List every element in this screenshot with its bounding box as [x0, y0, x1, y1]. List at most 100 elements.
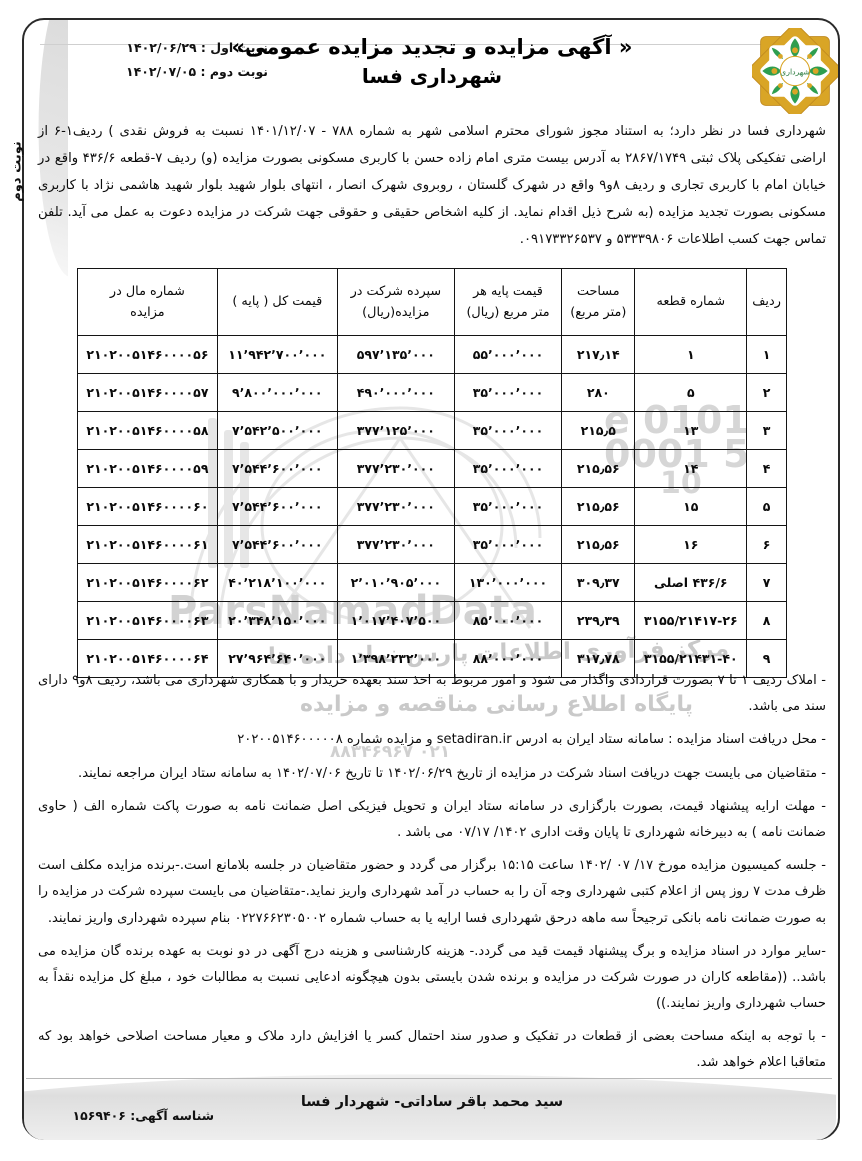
- cell-area: ۲۱۵٫۵۶: [561, 449, 636, 488]
- cell-area: ۲۸۰: [561, 373, 636, 412]
- cell-plot-no: ۴۳۶/۶ اصلی: [634, 563, 748, 602]
- cell-area: ۳۱۷٫۷۸: [561, 639, 636, 678]
- col-header-unit-price-line2: متر مربع (ریال): [466, 305, 550, 320]
- cell-unit-price: ۳۵٬۰۰۰٬۰۰۰: [453, 487, 563, 526]
- auction-table-head: ردیف شماره قطعه مساحت (متر مربع) قیمت پا…: [77, 268, 787, 336]
- cell-unit-price: ۸۸٬۰۰۰٬۰۰۰: [453, 639, 563, 678]
- cell-row-no: ۶: [746, 525, 787, 564]
- intro-paragraph: شهرداری فسا در نظر دارد؛ به استناد مجوز …: [38, 124, 826, 248]
- cell-row-no: ۳: [746, 411, 787, 450]
- note-item: - محل دریافت اسناد مزایده : سامانه ستاد …: [237, 732, 826, 748]
- side-round-tab: نوبت دوم: [2, 96, 32, 246]
- col-header-asset-no-line1: شماره مال در: [109, 283, 185, 299]
- cell-unit-price: ۳۵٬۰۰۰٬۰۰۰: [453, 449, 563, 488]
- cell-row-no: ۹: [746, 639, 787, 678]
- cell-unit-price: ۳۵٬۰۰۰٬۰۰۰: [453, 373, 563, 412]
- table-row: ۱ ۱ ۲۱۷٫۱۴ ۵۵٬۰۰۰٬۰۰۰ ۵۹۷٬۱۳۵٬۰۰۰ ۱۱٬۹۴۲٬۷۰۰٬…: [77, 335, 787, 374]
- cell-deposit: ۲٬۰۱۰٬۹۰۵٬۰۰۰: [336, 563, 455, 602]
- notice-rounds: نوبت اول : ۱۴۰۲/۰۶/۲۹ نوبت دوم : ۱۴۰۲/۰۷…: [126, 36, 268, 85]
- table-row: ۹ ۳۱۵۵/۲۱۴۳۱-۴۰ ۳۱۷٫۷۸ ۸۸٬۰۰۰٬۰۰۰ ۱٬۳۹۸٬۲۳۲٬…: [77, 639, 787, 678]
- cell-plot-no: ۱۴: [634, 449, 748, 488]
- col-header-row-no: ردیف: [746, 268, 787, 336]
- cell-total-price: ۹٬۸۰۰٬۰۰۰٬۰۰۰: [216, 373, 338, 412]
- cell-asset-no: ۲۱۰۲۰۰۵۱۴۶۰۰۰۰۶۱: [77, 525, 218, 564]
- col-header-area-line2: (متر مربع): [570, 305, 627, 320]
- cell-plot-no: ۳۱۵۵/۲۱۴۱۷-۲۶: [634, 601, 748, 640]
- cell-row-no: ۸: [746, 601, 787, 640]
- side-round-tab-label: نوبت دوم: [9, 140, 25, 202]
- cell-plot-no: ۱۳: [634, 411, 748, 450]
- footer-divider: [26, 1078, 832, 1079]
- cell-unit-price: ۸۵٬۰۰۰٬۰۰۰: [453, 601, 563, 640]
- col-header-deposit: سپرده شرکت در مزایده(ریال): [336, 268, 455, 336]
- notice-round-two: نوبت دوم : ۱۴۰۲/۰۷/۰۵: [125, 64, 268, 80]
- cell-deposit: ۳۷۷٬۲۳۰٬۰۰۰: [336, 449, 455, 488]
- cell-unit-price: ۳۵٬۰۰۰٬۰۰۰: [453, 411, 563, 450]
- page-title-line2: شهرداری فسا: [361, 64, 503, 89]
- logo-caption-text: شهرداری: [780, 67, 810, 76]
- note-item: -سایر موارد در اسناد مزایده و برگ پیشنها…: [38, 943, 826, 1012]
- cell-asset-no: ۲۱۰۲۰۰۵۱۴۶۰۰۰۰۵۷: [77, 373, 218, 412]
- col-header-deposit-line1: سپرده شرکت در: [350, 283, 442, 299]
- cell-plot-no: ۱۶: [634, 525, 748, 564]
- cell-area: ۳۰۹٫۳۷: [561, 563, 636, 602]
- cell-asset-no: ۲۱۰۲۰۰۵۱۴۶۰۰۰۰۵۸: [77, 411, 218, 450]
- cell-total-price: ۷٬۵۴۴٬۶۰۰٬۰۰۰: [216, 449, 338, 488]
- table-row: ۷ ۴۳۶/۶ اصلی ۳۰۹٫۳۷ ۱۳۰٬۰۰۰٬۰۰۰ ۲٬۰۱۰٬۹۰۵٬۰۰…: [77, 563, 787, 602]
- cell-area: ۲۱۵٫۵: [561, 411, 636, 450]
- cell-row-no: ۲: [746, 373, 787, 412]
- note-item: - املاک ردیف ۱ تا ۷ بصورت قراردادی واگذا…: [38, 673, 826, 715]
- cell-asset-no: ۲۱۰۲۰۰۵۱۴۶۰۰۰۰۶۲: [77, 563, 218, 602]
- cell-row-no: ۵: [746, 487, 787, 526]
- cell-total-price: ۷٬۵۴۲٬۵۰۰٬۰۰۰: [216, 411, 338, 450]
- col-header-area-line1: مساحت: [576, 283, 620, 299]
- table-row: ۶ ۱۶ ۲۱۵٫۵۶ ۳۵٬۰۰۰٬۰۰۰ ۳۷۷٬۲۳۰٬۰۰۰ ۷٬۵۴۴٬۶۰۰٬…: [77, 525, 787, 564]
- cell-area: ۲۱۵٫۵۶: [561, 525, 636, 564]
- cell-area: ۲۳۹٫۳۹: [561, 601, 636, 640]
- col-header-area: مساحت (متر مربع): [561, 268, 636, 336]
- document-footer: سید محمد باقر ساداتی- شهردار فسا شناسه آ…: [30, 1086, 834, 1136]
- cell-plot-no: ۱: [634, 335, 748, 374]
- cell-plot-no: ۱۵: [634, 487, 748, 526]
- cell-plot-no: ۵: [634, 373, 748, 412]
- cell-deposit: ۵۹۷٬۱۳۵٬۰۰۰: [336, 335, 455, 374]
- cell-unit-price: ۵۵٬۰۰۰٬۰۰۰: [453, 335, 563, 374]
- cell-deposit: ۴۹۰٬۰۰۰٬۰۰۰: [336, 373, 455, 412]
- table-row: ۵ ۱۵ ۲۱۵٫۵۶ ۳۵٬۰۰۰٬۰۰۰ ۳۷۷٬۲۳۰٬۰۰۰ ۷٬۵۴۴٬۶۰۰٬…: [77, 487, 787, 526]
- cell-deposit: ۳۷۷٬۱۲۵٬۰۰۰: [336, 411, 455, 450]
- col-header-deposit-line2: مزایده(ریال): [362, 305, 430, 320]
- col-header-asset-no-line2: مزایده: [130, 305, 165, 320]
- auction-table-container: ردیف شماره قطعه مساحت (متر مربع) قیمت پا…: [77, 268, 787, 678]
- cell-asset-no: ۲۱۰۲۰۰۵۱۴۶۰۰۰۰۵۹: [77, 449, 218, 488]
- cell-row-no: ۱: [746, 335, 787, 374]
- cell-asset-no: ۲۱۰۲۰۰۵۱۴۶۰۰۰۰۵۶: [77, 335, 218, 374]
- cell-total-price: ۷٬۵۴۴٬۶۰۰٬۰۰۰: [216, 525, 338, 564]
- header-divider: [40, 44, 770, 45]
- cell-deposit: ۱٬۰۱۷٬۴۰۷٬۵۰۰: [336, 601, 455, 640]
- cell-row-no: ۴: [746, 449, 787, 488]
- cell-unit-price: ۳۵٬۰۰۰٬۰۰۰: [453, 525, 563, 564]
- cell-total-price: ۷٬۵۴۴٬۶۰۰٬۰۰۰: [216, 487, 338, 526]
- cell-deposit: ۳۷۷٬۲۳۰٬۰۰۰: [336, 525, 455, 564]
- page-title-line1: « آگهی مزایده و تجدید مزایده عمومی»: [231, 35, 633, 59]
- cell-row-no: ۷: [746, 563, 787, 602]
- col-header-asset-no: شماره مال در مزایده: [77, 268, 218, 336]
- cell-deposit: ۱٬۳۹۸٬۲۳۲٬۰۰۰: [336, 639, 455, 678]
- cell-area: ۲۱۵٫۵۶: [561, 487, 636, 526]
- col-header-unit-price-line1: قیمت پایه هر: [473, 283, 543, 299]
- cell-asset-no: ۲۱۰۲۰۰۵۱۴۶۰۰۰۰۶۳: [77, 601, 218, 640]
- cell-plot-no: ۳۱۵۵/۲۱۴۳۱-۴۰: [634, 639, 748, 678]
- cell-unit-price: ۱۳۰٬۰۰۰٬۰۰۰: [453, 563, 563, 602]
- cell-deposit: ۳۷۷٬۲۳۰٬۰۰۰: [336, 487, 455, 526]
- col-header-unit-price: قیمت پایه هر متر مربع (ریال): [453, 268, 563, 336]
- col-header-plot-no: شماره قطعه: [634, 268, 748, 336]
- cell-total-price: ۲۰٬۳۴۸٬۱۵۰٬۰۰۰: [216, 601, 338, 640]
- note-item: - با توجه به اینکه مساحت بعضی از قطعات د…: [38, 1029, 826, 1071]
- note-item: - متقاضیان می بایست جهت دریافت اسناد شرک…: [78, 765, 826, 781]
- cell-asset-no: ۲۱۰۲۰۰۵۱۴۶۰۰۰۰۶۴: [77, 639, 218, 678]
- fasa-municipality-logo-icon: شهرداری: [752, 28, 838, 114]
- cell-total-price: ۱۱٬۹۴۲٬۷۰۰٬۰۰۰: [216, 335, 338, 374]
- table-row: ۳ ۱۳ ۲۱۵٫۵ ۳۵٬۰۰۰٬۰۰۰ ۳۷۷٬۱۲۵٬۰۰۰ ۷٬۵۴۲٬۵۰۰٬۰…: [77, 411, 787, 450]
- cell-area: ۲۱۷٫۱۴: [561, 335, 636, 374]
- col-header-total-price: قیمت کل ( پایه ): [216, 268, 338, 336]
